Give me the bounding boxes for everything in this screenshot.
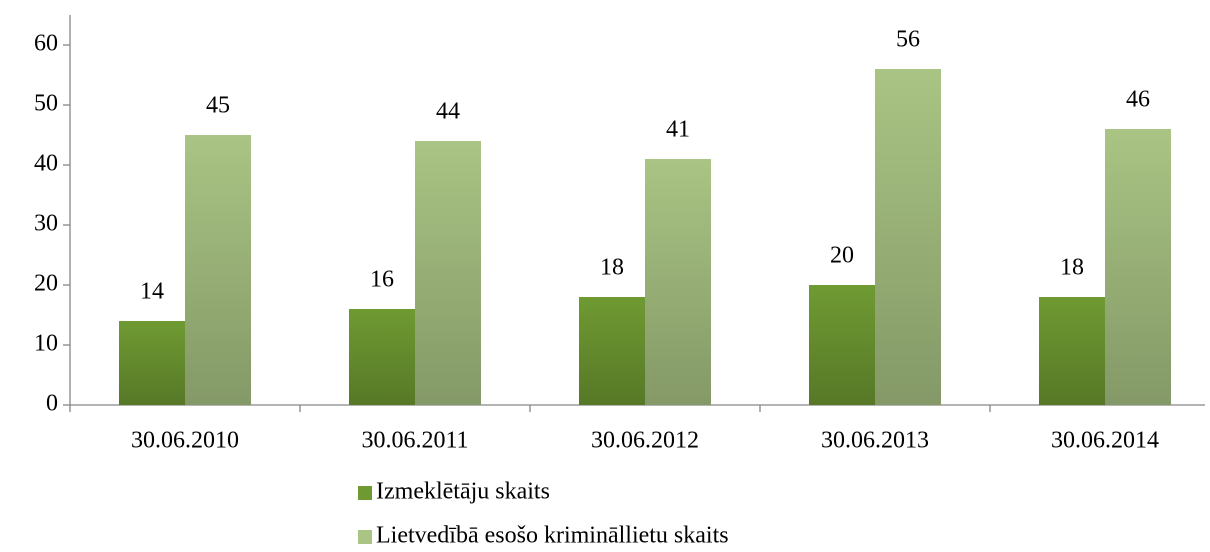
- bar-shade: [809, 285, 875, 405]
- data-label: 14: [140, 279, 164, 305]
- bar-shade: [349, 309, 415, 405]
- legend-label: Izmeklētāju skaits: [376, 479, 550, 505]
- data-label: 46: [1126, 87, 1150, 113]
- x-tick-label: 30.06.2013: [821, 428, 929, 454]
- data-label: 16: [370, 267, 394, 293]
- y-tick-label: 40: [34, 151, 58, 177]
- y-tick-label: 0: [46, 391, 58, 417]
- x-tick-label: 30.06.2012: [591, 428, 699, 454]
- data-label: 20: [830, 243, 854, 269]
- y-tick-label: 50: [34, 91, 58, 117]
- x-tick-label: 30.06.2014: [1051, 428, 1159, 454]
- data-label: 18: [600, 255, 624, 281]
- data-label: 41: [666, 117, 690, 143]
- data-label: 18: [1060, 255, 1084, 281]
- bar-shade: [1039, 297, 1105, 405]
- data-label: 56: [896, 27, 920, 53]
- bar-shade: [645, 159, 711, 405]
- bar-shade: [875, 69, 941, 405]
- y-tick-label: 20: [34, 271, 58, 297]
- data-label: 44: [436, 99, 460, 125]
- legend-label: Lietvedībā esošo krimināllietu skaits: [376, 523, 729, 549]
- x-tick-label: 30.06.2010: [131, 428, 239, 454]
- y-tick-label: 10: [34, 331, 58, 357]
- legend-swatch: [358, 486, 372, 500]
- bar-shade: [579, 297, 645, 405]
- bar-shade: [119, 321, 185, 405]
- legend-swatch: [358, 530, 372, 544]
- data-label: 45: [206, 93, 230, 119]
- bar-shade: [415, 141, 481, 405]
- y-tick-label: 60: [34, 31, 58, 57]
- bar-shade: [1105, 129, 1171, 405]
- bar-shade: [185, 135, 251, 405]
- y-tick-label: 30: [34, 211, 58, 237]
- x-tick-label: 30.06.2011: [361, 428, 468, 454]
